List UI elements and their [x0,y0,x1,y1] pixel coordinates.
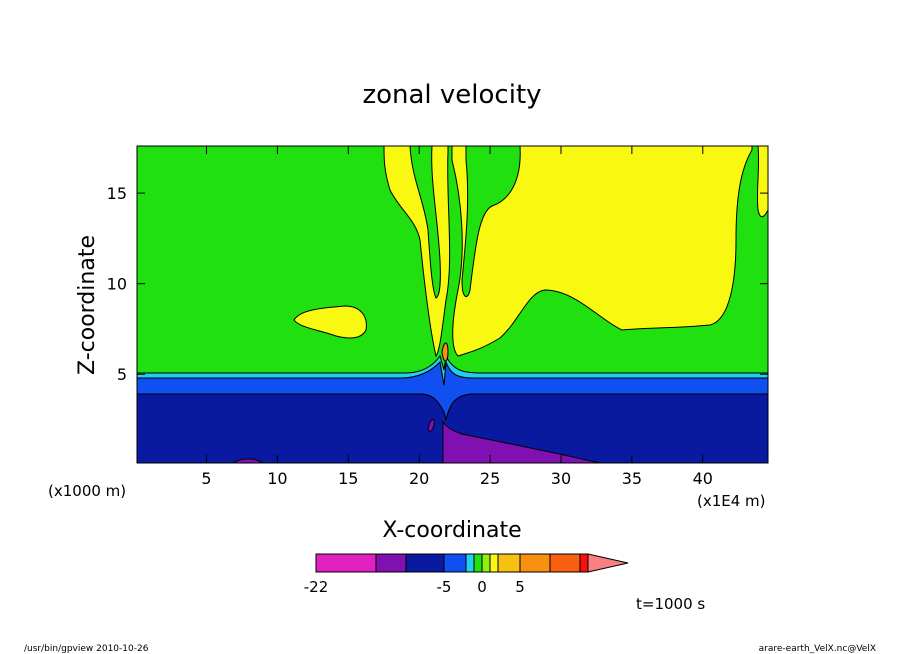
colorbar-tick-label: -22 [304,578,329,596]
y-tick-label: 15 [107,184,127,203]
field-core [441,342,449,362]
colorbar-tick-label: 0 [477,578,487,596]
cb-amber [497,553,521,573]
cb-darkorange [549,553,581,573]
field-green-streak [461,146,521,298]
cb-magenta [315,553,377,573]
x-tick-label: 30 [551,469,571,488]
x-unit-note-left: (x1000 m) [48,482,126,500]
field-yellow-blob [293,305,367,339]
colorbar [315,553,629,573]
y-axis-label: Z-coordinate [75,235,100,375]
x-axis: 5 10 15 20 25 30 35 40 [201,146,713,488]
field-cyan [137,354,768,386]
footer-right: arare-earth_VelX.nc@VelX [759,644,876,654]
x-axis-label: X-coordinate [382,518,521,543]
cb-blue [443,553,467,573]
cb-orange [519,553,551,573]
colorbar-ticks: -22 -5 0 5 [304,578,525,596]
cb-navy [405,553,445,573]
cb-red [579,553,589,573]
colorbar-tick-label: 5 [515,578,525,596]
x-tick-label: 15 [338,469,358,488]
y-axis: 5 10 15 [107,184,768,384]
field-yellow-edge [756,146,768,218]
cb-pink-arrow [587,553,629,573]
x-tick-label: 25 [480,469,500,488]
cb-lime [481,553,491,573]
x-tick-label: 35 [622,469,642,488]
cb-yellow [489,553,499,573]
footer-left: /usr/bin/gpview 2010-10-26 [24,644,149,654]
x-tick-label: 10 [267,469,287,488]
x-tick-label: 20 [409,469,429,488]
cb-purple [375,553,407,573]
field-green-streak-left [409,146,441,299]
time-label: t=1000 s [636,595,705,613]
colorbar-tick-label: -5 [437,578,452,596]
plot-frame [136,145,769,464]
x-tick-label: 40 [693,469,713,488]
y-tick-label: 10 [107,275,127,294]
chart-title: zonal velocity [362,80,541,110]
plot-area [136,145,769,464]
field-yellow-right [451,146,753,357]
y-tick-label: 5 [117,365,127,384]
x-unit-note-right: (x1E4 m) [697,492,766,510]
x-tick-label: 5 [201,469,211,488]
field-purple-2 [427,419,435,433]
field-purple [442,420,601,463]
cb-green [473,553,483,573]
cb-cyan [465,553,475,573]
